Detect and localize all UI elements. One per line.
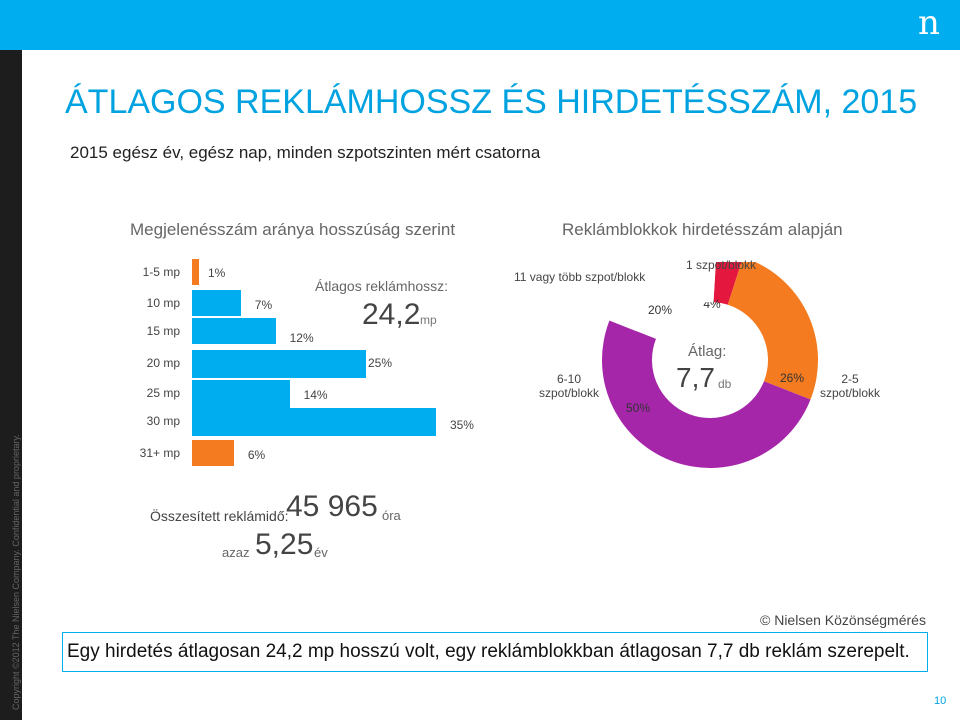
nielsen-logo: n [898, 0, 960, 50]
donut-value-label: 26% [780, 371, 804, 385]
donut-slice [602, 320, 811, 468]
azaz-label: azaz [222, 545, 250, 560]
donut-slice [713, 262, 742, 305]
donut-chart-heading: Reklámblokkok hirdetésszám alapján [562, 220, 843, 239]
bar-value-label: 35% [449, 418, 474, 432]
bar-category-label: 15 mp [146, 324, 180, 338]
total-airtime-value: 45 965 [286, 490, 378, 523]
conclusion-box: Egy hirdetés átlagosan 24,2 mp hosszú vo… [62, 632, 928, 672]
copyright-text: Copyright ©2012 The Nielsen Company. Con… [11, 434, 21, 710]
donut-avg-label: Átlag: [688, 343, 727, 360]
donut-slice [609, 262, 716, 339]
avg-length-unit: mp [420, 313, 437, 327]
bar-value-label: 7% [254, 298, 273, 312]
donut-value-label: 50% [626, 401, 650, 415]
bar-value-label: 12% [289, 331, 314, 345]
bar-category-label: 20 mp [146, 356, 180, 370]
bar [192, 259, 199, 285]
avg-length-value: 24,2 [362, 298, 421, 331]
bar [192, 290, 241, 316]
label-1-spot: 1 szpot/blokk [686, 258, 757, 272]
donut-slice [727, 262, 818, 400]
donut-avg-unit: db [718, 377, 732, 391]
label-11-plus: 11 vagy több szpot/blokk [514, 270, 646, 284]
total-airtime-label: Összesített reklámidő: [150, 508, 289, 524]
bar-value-label: 25% [368, 356, 393, 370]
source-note: © Nielsen Közönségmérés [760, 612, 926, 628]
donut-value-label: 20% [648, 303, 672, 317]
azaz-unit: év [314, 545, 328, 560]
bar-value-label: 14% [303, 388, 328, 402]
bar [192, 350, 367, 378]
bar-category-label: 30 mp [146, 414, 180, 428]
top-bar [0, 0, 960, 50]
bar-category-label: 10 mp [146, 296, 180, 310]
label-6-10: 6-10 szpot/blokk [538, 372, 600, 400]
azaz-value: 5,25 [255, 528, 314, 561]
page-number: 10 [934, 695, 947, 707]
total-airtime-unit: óra [382, 508, 401, 523]
bar-category-label: 31+ mp [139, 446, 180, 460]
bar-value-label: 1% [208, 266, 226, 280]
bar [192, 408, 436, 436]
bar-category-label: 25 mp [146, 386, 180, 400]
bar-chart-heading: Megjelenésszám aránya hosszúság szerint [130, 220, 456, 239]
bar [192, 440, 234, 466]
bar-value-label: 6% [247, 448, 266, 462]
bar-category-label: 1-5 mp [142, 265, 180, 279]
page-subtitle: 2015 egész év, egész nap, minden szpotsz… [70, 143, 541, 162]
left-bar [0, 50, 22, 720]
bar [192, 318, 276, 344]
logo-letter: n [918, 3, 940, 43]
bar [192, 380, 290, 408]
conclusion-text: Egy hirdetés átlagosan 24,2 mp hosszú vo… [67, 641, 910, 662]
donut-avg-value: 7,7 [676, 362, 715, 393]
page-title: ÁTLAGOS REKLÁMHOSSZ ÉS HIRDETÉSSZÁM, 201… [65, 83, 918, 121]
label-2-5: 2-5 szpot/blokk [819, 372, 881, 400]
avg-length-label: Átlagos reklámhossz: [315, 278, 449, 294]
donut-chart: 4%26%50%20% [602, 262, 818, 468]
